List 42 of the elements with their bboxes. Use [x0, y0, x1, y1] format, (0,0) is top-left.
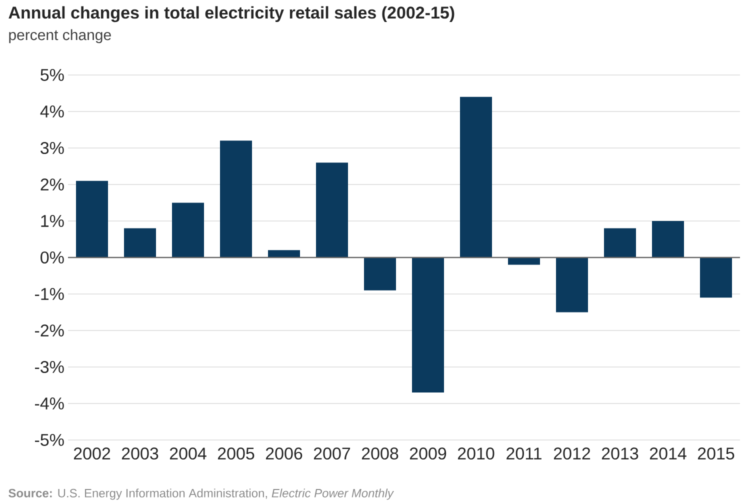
x-tick-label: 2006: [266, 448, 302, 460]
bar: [652, 220, 684, 258]
bar: [460, 96, 492, 258]
text: Source: U.S. Energy Information Administration, Electric Power Monthly: [8, 488, 394, 500]
bar: [508, 257, 540, 265]
x-tick-label: 2015: [698, 448, 734, 460]
bar: [700, 257, 732, 298]
y-tick-label: -4%: [34, 398, 64, 410]
bar: [220, 140, 252, 258]
y-tick-label: 2%: [40, 178, 64, 190]
x-tick-label: 2009: [410, 448, 446, 460]
y-tick-label: -1%: [34, 288, 64, 300]
y-tick-label: -3%: [34, 360, 64, 374]
bar: [604, 228, 636, 258]
bar: [76, 180, 108, 258]
y-tick-label: 1%: [41, 215, 64, 227]
bar: [364, 257, 396, 290]
x-tick-label: 2003: [122, 448, 158, 460]
y-tick-label: 4%: [40, 106, 64, 118]
y-tick-label: -5%: [34, 434, 64, 446]
x-tick-label: 2014: [650, 448, 686, 460]
chart-subtitle: percent change: [9, 29, 111, 44]
x-tick-label: 2007: [314, 448, 350, 460]
x-tick-label: 2002: [74, 448, 110, 460]
x-tick-label: 2010: [458, 448, 494, 460]
chart-title: Annual changes in total electricity retail sales (2002-15): [8, 6, 454, 22]
x-tick-label: 2013: [602, 448, 638, 460]
bar: [124, 228, 156, 258]
y-tick-label: -2%: [34, 324, 64, 336]
y-tick-label: 0%: [40, 251, 64, 264]
bar: [268, 250, 300, 258]
bar: [172, 202, 204, 258]
bar: [412, 257, 444, 393]
x-tick-label: 2005: [218, 448, 254, 460]
x-tick-label: 2012: [554, 448, 590, 460]
x-tick-label: 2011: [506, 448, 542, 460]
bar: [316, 162, 348, 258]
x-tick-label: 2004: [170, 448, 206, 460]
y-tick-label: 3%: [40, 142, 64, 154]
bar: [556, 257, 588, 312]
x-tick-label: 2008: [362, 448, 398, 460]
y-tick-label: 5%: [40, 69, 64, 81]
